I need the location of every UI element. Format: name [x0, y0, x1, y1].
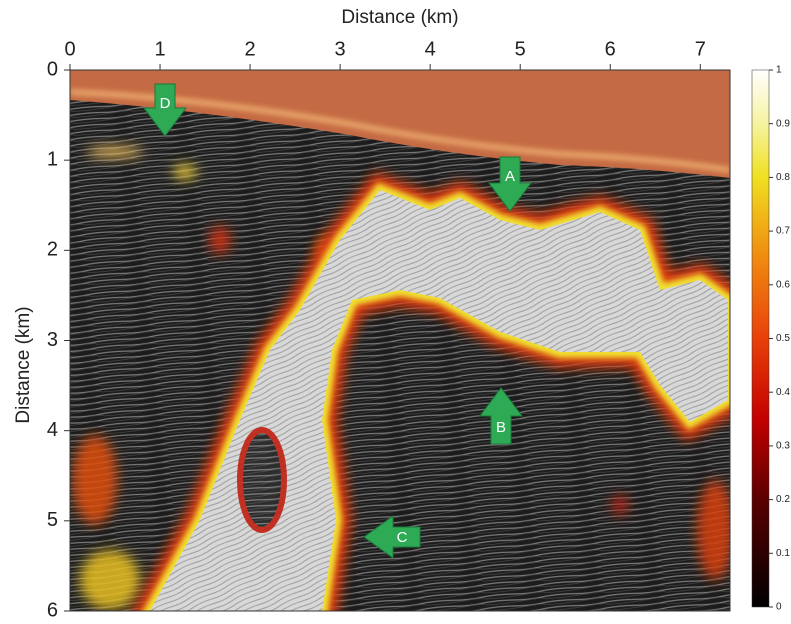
colorbar-tick-label: 1	[776, 65, 782, 76]
y-tick-label: 4	[47, 419, 58, 441]
colorbar-tick-label: 0.2	[776, 494, 790, 505]
x-tick-label: 1	[154, 38, 165, 60]
x-tick-label: 5	[515, 38, 526, 60]
y-tick-label: 6	[47, 599, 58, 619]
colorbar-tick-label: 0.9	[776, 118, 790, 129]
x-tick-label: 3	[335, 38, 346, 60]
colorbar-tick-label: 0.8	[776, 172, 790, 183]
y-tick-label: 0	[47, 58, 58, 80]
colorbar-tick-label: 0.1	[776, 548, 790, 559]
x-tick-label: 4	[425, 38, 436, 60]
y-tick-label: 2	[47, 239, 58, 261]
arrow-label: C	[397, 529, 408, 546]
x-tick-label: 6	[605, 38, 616, 60]
colorbar-tick-label: 0.7	[776, 226, 790, 237]
colorbar-tick-label: 0.6	[776, 279, 790, 290]
x-tick-label: 0	[64, 38, 75, 60]
colorbar-tick-label: 0.4	[776, 387, 790, 398]
colorbar-tick-label: 0.3	[776, 441, 790, 452]
figure: D A B C Distance (km) Distance (km) 0 1 2 3…	[0, 0, 791, 619]
y-tick-label: 1	[47, 148, 58, 170]
arrow-label: B	[496, 419, 506, 436]
y-tick-label: 3	[47, 329, 58, 351]
colorbar-tick-label: 0.5	[776, 333, 790, 344]
x-tick-label: 2	[245, 38, 256, 60]
x-axis-title: Distance (km)	[341, 7, 458, 28]
y-axis-title: Distance (km)	[13, 306, 34, 423]
y-tick-label: 5	[47, 509, 58, 531]
arrow-label: A	[505, 168, 515, 185]
arrow-label: D	[160, 95, 171, 112]
x-tick-label: 7	[695, 38, 706, 60]
colorbar-tick-label: 0	[776, 602, 782, 613]
colorbar	[752, 70, 769, 607]
